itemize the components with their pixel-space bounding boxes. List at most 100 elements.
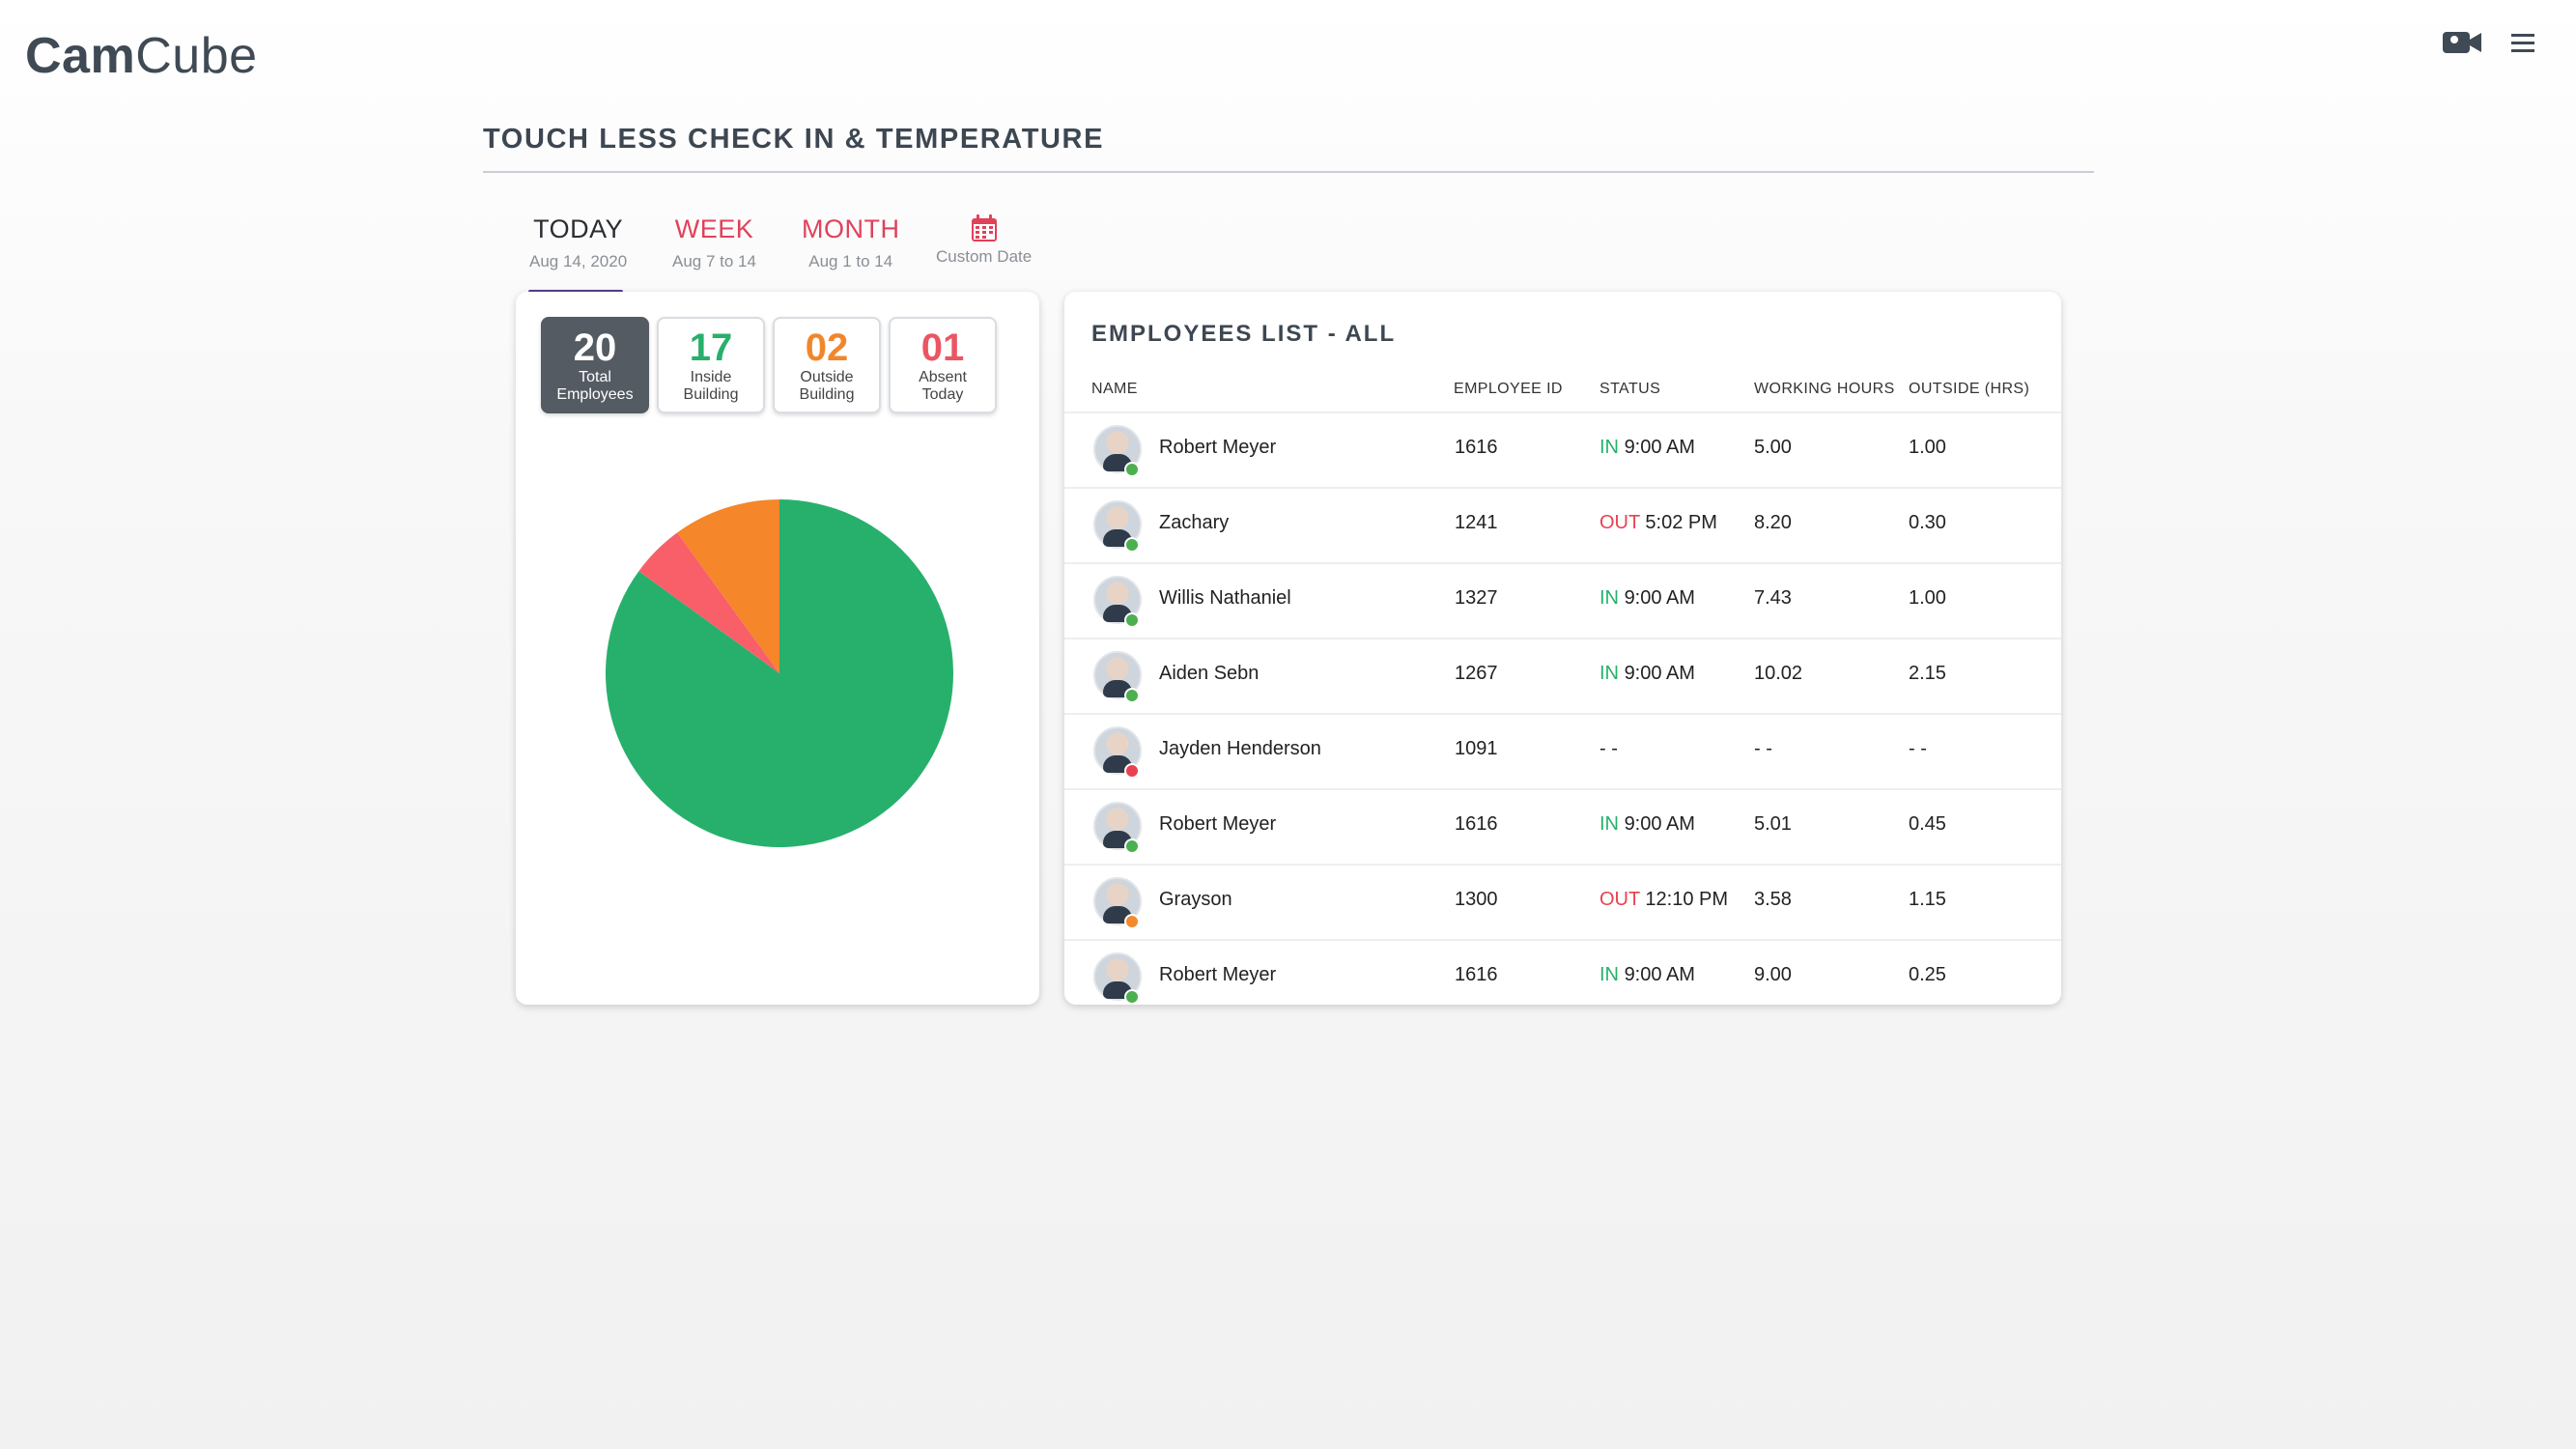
app-logo[interactable]: CamCube: [25, 27, 258, 85]
employee-name[interactable]: Jayden Henderson: [1159, 738, 1321, 759]
employee-name[interactable]: Robert Meyer: [1159, 437, 1277, 458]
employees-table-body: Robert Meyer 1616 IN 9:00 AM 5.00 1.00 Zachar…: [1064, 412, 2061, 1014]
col-employee-id: EMPLOYEE ID: [1454, 381, 1563, 397]
presence-status-dot: [1124, 688, 1140, 703]
table-row[interactable]: Robert Meyer 1616 IN 9:00 AM 9.00 0.25: [1064, 939, 2061, 1014]
working-hours: 10.02: [1754, 663, 1803, 684]
employee-name[interactable]: Robert Meyer: [1159, 964, 1277, 985]
presence-status-dot: [1124, 462, 1140, 477]
stat-inside-label-1: Inside: [690, 369, 732, 385]
employees-list-card: EMPLOYEES LIST - ALL NAME EMPLOYEE ID ST…: [1064, 292, 2061, 1005]
status-direction: IN: [1599, 964, 1619, 985]
table-row[interactable]: Zachary 1241 OUT 5:02 PM 8.20 0.30: [1064, 487, 2061, 562]
table-row[interactable]: Robert Meyer 1616 IN 9:00 AM 5.01 0.45: [1064, 788, 2061, 864]
tab-week[interactable]: WEEK Aug 7 to 14: [672, 214, 756, 271]
status-time: 9:00 AM: [1624, 813, 1695, 835]
tab-month[interactable]: MONTH Aug 1 to 14: [802, 214, 899, 271]
employee-status: - -: [1599, 738, 1618, 760]
stat-total-employees[interactable]: 20 Total Employees: [541, 317, 649, 413]
outside-hours: 0.45: [1909, 813, 1946, 835]
table-row[interactable]: Grayson 1300 OUT 12:10 PM 3.58 1.15: [1064, 864, 2061, 939]
employee-id: 1091: [1455, 738, 1498, 759]
working-hours: 8.20: [1754, 512, 1792, 533]
working-hours: - -: [1754, 738, 1772, 759]
stat-absent-today[interactable]: 01 Absent Today: [889, 317, 997, 413]
employee-status: IN 9:00 AM: [1599, 437, 1695, 459]
employee-id: 1267: [1455, 663, 1498, 684]
presence-status-dot: [1124, 914, 1140, 929]
stat-outside-value: 02: [805, 327, 849, 369]
stat-outside-label-1: Outside: [800, 369, 854, 385]
pie-slice-outside-building: [677, 499, 779, 673]
stat-absent-label-2: Today: [921, 386, 964, 403]
presence-status-dot: [1124, 763, 1140, 779]
working-hours: 5.00: [1754, 437, 1792, 458]
working-hours: 9.00: [1754, 964, 1792, 985]
employee-status: OUT 5:02 PM: [1599, 512, 1717, 534]
summary-card: 20 Total Employees 17 Inside Building 02…: [516, 292, 1039, 1005]
tab-today-label: TODAY: [533, 214, 624, 243]
status-time: 9:00 AM: [1624, 587, 1695, 609]
presence-status-dot: [1124, 989, 1140, 1005]
working-hours: 5.01: [1754, 813, 1792, 835]
attendance-pie-chart: [606, 499, 953, 847]
status-direction: OUT: [1599, 889, 1640, 910]
status-direction: IN: [1599, 437, 1619, 458]
stat-outside-building[interactable]: 02 Outside Building: [773, 317, 881, 413]
stat-inside-building[interactable]: 17 Inside Building: [657, 317, 765, 413]
status-direction: IN: [1599, 663, 1619, 684]
stat-inside-label-2: Building: [683, 386, 739, 403]
outside-hours: 0.30: [1909, 512, 1946, 533]
presence-status-dot: [1124, 838, 1140, 854]
employee-id: 1241: [1455, 512, 1498, 533]
outside-hours: 2.15: [1909, 663, 1946, 684]
col-name: NAME: [1091, 381, 1138, 397]
employee-status: IN 9:00 AM: [1599, 663, 1695, 685]
status-direction: IN: [1599, 587, 1619, 609]
employee-name[interactable]: Zachary: [1159, 512, 1230, 533]
pie-slice-absent-today: [638, 532, 779, 673]
tab-custom-date[interactable]: Custom Date: [936, 213, 1032, 267]
page-title: TOUCH LESS CHECK IN & TEMPERATURE: [483, 124, 1105, 155]
status-time: 9:00 AM: [1624, 663, 1695, 684]
employee-status: OUT 12:10 PM: [1599, 889, 1728, 911]
employee-status: IN 9:00 AM: [1599, 964, 1695, 986]
employee-name[interactable]: Aiden Sebn: [1159, 663, 1260, 684]
employee-name[interactable]: Willis Nathaniel: [1159, 587, 1291, 609]
hamburger-menu-icon[interactable]: [2509, 31, 2536, 54]
employee-id: 1327: [1455, 587, 1498, 609]
status-time: - -: [1599, 738, 1618, 759]
table-row[interactable]: Aiden Sebn 1267 IN 9:00 AM 10.02 2.15: [1064, 638, 2061, 713]
table-header: NAME EMPLOYEE ID STATUS WORKING HOURS OU…: [1064, 381, 2061, 413]
employee-name[interactable]: Grayson: [1159, 889, 1232, 910]
stat-absent-label-1: Absent: [919, 369, 967, 385]
col-outside-hrs: OUTSIDE (HRS): [1909, 381, 2030, 397]
stat-outside-label-2: Building: [799, 386, 855, 403]
working-hours: 3.58: [1754, 889, 1792, 910]
video-camera-icon[interactable]: [2442, 29, 2482, 56]
presence-status-dot: [1124, 537, 1140, 553]
employee-id: 1616: [1455, 437, 1498, 458]
stat-absent-value: 01: [920, 327, 965, 369]
stat-total-label-1: Total: [579, 369, 611, 385]
table-row[interactable]: Robert Meyer 1616 IN 9:00 AM 5.00 1.00: [1064, 412, 2061, 487]
tab-today[interactable]: TODAY Aug 14, 2020: [529, 214, 627, 271]
outside-hours: 1.00: [1909, 587, 1946, 609]
tab-week-label: WEEK: [674, 214, 754, 243]
logo-text-bold: Cam: [25, 28, 136, 84]
outside-hours: 1.00: [1909, 437, 1946, 458]
table-row[interactable]: Willis Nathaniel 1327 IN 9:00 AM 7.43 1.00: [1064, 562, 2061, 638]
table-row[interactable]: Jayden Henderson 1091 - - - - - -: [1064, 713, 2061, 788]
employee-id: 1300: [1455, 889, 1498, 910]
status-time: 12:10 PM: [1645, 889, 1729, 910]
title-divider: [483, 171, 2094, 173]
avatar: [1093, 576, 1142, 624]
tab-custom-date-label: Custom Date: [936, 247, 1033, 266]
employee-id: 1616: [1455, 813, 1498, 835]
outside-hours: 1.15: [1909, 889, 1946, 910]
working-hours: 7.43: [1754, 587, 1792, 609]
tab-month-label: MONTH: [802, 214, 900, 243]
employee-name[interactable]: Robert Meyer: [1159, 813, 1277, 835]
employee-status: IN 9:00 AM: [1599, 813, 1695, 836]
stat-total-label-2: Employees: [556, 386, 634, 403]
